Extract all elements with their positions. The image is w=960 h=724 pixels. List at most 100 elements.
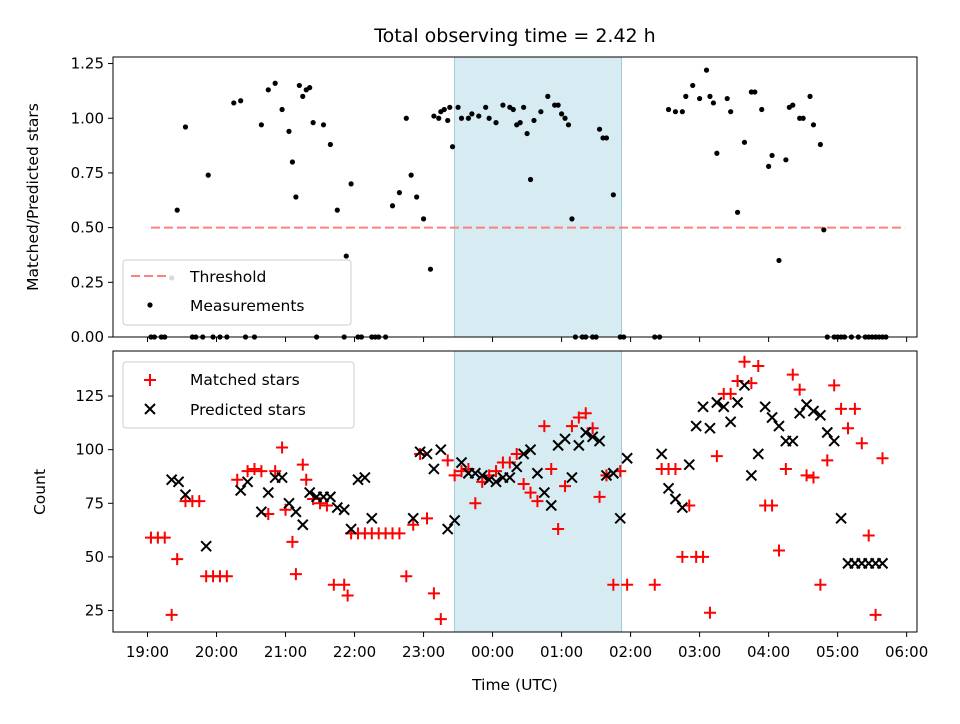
measurement-point [527, 176, 534, 183]
measurement-point [531, 117, 537, 124]
matched-star-point [531, 495, 544, 508]
matched-star-point [490, 465, 503, 478]
measurement-point [807, 93, 813, 99]
predicted-star-point [490, 476, 502, 488]
matched-star-point [855, 437, 868, 450]
matched-star-point [165, 608, 178, 621]
predicted-star-point [835, 512, 847, 525]
matched-star-point [276, 441, 289, 454]
x-tick-label: 00:00 [471, 643, 514, 661]
matched-star-point [517, 477, 530, 490]
predicted-star-point [787, 435, 799, 447]
predicted-star-point [455, 456, 468, 469]
matched-star-point [441, 454, 454, 467]
predicted-star-point [517, 448, 530, 460]
bottom-y-axis-label: Count [31, 469, 49, 515]
predicted-star-point [621, 452, 633, 464]
matched-star-point [579, 407, 592, 420]
matched-star-point [341, 589, 354, 602]
matched-star-point [510, 447, 523, 460]
x-tick-label: 05:00 [816, 643, 859, 661]
predicted-star-point [255, 506, 268, 518]
matched-star-point [876, 452, 889, 465]
measurement-point [759, 106, 765, 113]
matched-star-point [296, 458, 309, 471]
legend-matched-swatch [144, 374, 156, 386]
measurement-point [403, 115, 409, 121]
measurement-point [766, 163, 772, 169]
chart-title: Total observing time = 2.42 h [373, 25, 655, 47]
matched-star-point [848, 402, 861, 415]
measurement-point [769, 152, 775, 159]
bottom-axes-frame [112, 350, 918, 633]
matched-star-point [621, 578, 634, 591]
predicted-star-point [448, 514, 461, 527]
predicted-star-point [483, 473, 495, 486]
y-tick-label: 0.25 [71, 273, 104, 291]
predicted-star-point [179, 489, 192, 501]
top-legend-box [122, 259, 352, 326]
legend-predicted-label: Predicted stars [190, 401, 306, 419]
y-tick-label: 100 [75, 441, 104, 459]
matched-star-point [300, 473, 313, 486]
measurement-point [538, 109, 544, 115]
matched-star-point [772, 544, 785, 557]
predicted-star-point [718, 401, 730, 413]
predicted-star-point [731, 396, 744, 409]
matched-star-point [448, 469, 461, 482]
measurement-point [455, 104, 461, 110]
top-legend: Threshold Measurements [122, 259, 352, 326]
measurement-point [545, 93, 551, 99]
measurement-point [741, 139, 748, 145]
matched-star-point [572, 411, 585, 424]
matched-star-point [786, 368, 799, 381]
predicted-star-point [290, 506, 302, 518]
measurement-point [272, 80, 278, 86]
matched-star-point [869, 608, 882, 621]
bottom-y-ticks: 25 50 75 100 125 [75, 387, 113, 620]
matched-star-point [669, 462, 682, 475]
predicted-star-point [607, 467, 620, 479]
matched-star-point [648, 578, 661, 591]
x-tick-label: 20:00 [195, 643, 238, 661]
measurement-point [486, 115, 492, 121]
y-tick-label: 75 [85, 494, 104, 512]
legend-threshold-label: Threshold [189, 268, 266, 286]
matched-star-point [738, 355, 751, 368]
measurement-point [431, 113, 437, 119]
matched-star-point [814, 578, 827, 591]
observing-window-shade [454, 56, 623, 338]
measurement-point [790, 102, 796, 108]
matched-star-point [407, 518, 420, 531]
predicted-star-point [469, 467, 482, 479]
predicted-star-point [614, 512, 626, 525]
measurement-point [710, 100, 717, 106]
measurement-point [258, 122, 264, 128]
measurement-point [752, 89, 758, 95]
measurement-point [690, 82, 696, 89]
matched-star-point [862, 529, 875, 542]
predicted-star-point [435, 443, 447, 456]
measurement-point [707, 93, 713, 99]
matched-star-point [393, 527, 406, 540]
matched-star-point [248, 462, 261, 475]
x-tick-label: 19:00 [126, 643, 169, 661]
measurement-point [427, 266, 434, 272]
predicted-star-point [303, 486, 316, 499]
legend-matched-label: Matched stars [190, 371, 300, 389]
measurement-point [683, 93, 689, 99]
measurement-point [810, 122, 817, 128]
predicted-star-point [511, 461, 523, 473]
matched-star-point [731, 375, 744, 388]
matched-star-point [697, 550, 710, 563]
predicted-star-point [407, 512, 419, 525]
predicted-star-point [821, 426, 833, 439]
matched-star-point [793, 383, 806, 396]
predicted-star-point [172, 476, 185, 488]
matched-star-point [807, 471, 820, 484]
measurement-point [679, 109, 685, 115]
matched-star-point [800, 469, 813, 482]
measurement-point [569, 216, 575, 222]
measurement-point [445, 117, 451, 124]
